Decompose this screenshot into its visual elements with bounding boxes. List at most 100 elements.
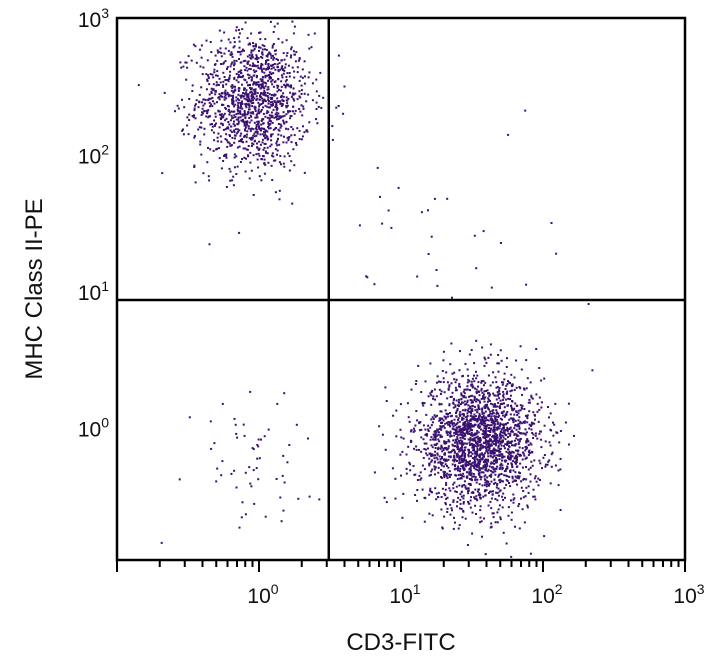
data-point	[137, 84, 140, 87]
data-point	[259, 67, 262, 70]
data-point	[252, 95, 254, 98]
data-point	[280, 134, 283, 137]
data-point	[257, 123, 260, 126]
data-point	[235, 118, 238, 121]
data-point	[276, 84, 279, 87]
data-point	[288, 136, 291, 138]
data-point	[523, 454, 526, 457]
data-point	[252, 74, 255, 77]
data-point	[298, 90, 301, 93]
data-point	[508, 458, 511, 461]
data-point	[256, 74, 258, 77]
data-point	[470, 491, 473, 494]
data-point	[310, 46, 313, 49]
data-point	[498, 450, 501, 453]
data-point	[490, 286, 493, 289]
data-point	[232, 96, 235, 99]
data-point	[271, 46, 274, 49]
data-point	[181, 129, 184, 132]
data-point	[477, 406, 480, 409]
data-point	[473, 234, 476, 237]
data-point	[486, 476, 489, 479]
data-point	[464, 396, 467, 399]
data-point	[287, 64, 290, 67]
data-point	[221, 124, 224, 127]
data-point	[504, 496, 506, 499]
data-point	[488, 492, 490, 494]
data-point	[296, 71, 299, 74]
data-point	[209, 123, 212, 126]
data-point	[521, 508, 524, 511]
data-point	[217, 84, 220, 86]
data-point	[263, 89, 266, 92]
data-point	[322, 96, 325, 99]
data-point	[517, 430, 520, 433]
data-point	[525, 486, 528, 489]
data-point	[489, 454, 492, 457]
data-point	[455, 415, 458, 418]
data-point	[444, 471, 446, 474]
data-point	[194, 103, 197, 106]
data-point	[456, 446, 459, 449]
data-point	[289, 56, 292, 59]
data-point	[477, 399, 480, 402]
data-point	[433, 438, 436, 441]
data-point	[505, 459, 508, 462]
data-point	[496, 405, 499, 408]
data-point	[466, 401, 469, 403]
data-point	[451, 459, 454, 462]
data-point	[490, 427, 492, 430]
data-point	[441, 457, 443, 460]
data-point	[263, 146, 266, 149]
data-point	[519, 404, 522, 407]
data-point	[490, 421, 493, 424]
data-point	[399, 428, 402, 431]
data-point	[247, 84, 249, 87]
data-point	[273, 56, 276, 59]
data-point	[188, 119, 191, 121]
data-point	[484, 553, 487, 556]
data-point	[524, 457, 527, 460]
data-point	[522, 490, 525, 492]
data-point	[260, 56, 263, 58]
data-point	[472, 461, 475, 464]
data-point	[297, 497, 300, 500]
data-point	[476, 449, 479, 452]
data-point	[244, 513, 247, 516]
data-point	[256, 457, 259, 460]
data-point	[331, 138, 334, 141]
data-point	[530, 423, 533, 426]
data-point	[261, 78, 264, 81]
data-point	[233, 114, 236, 117]
data-point	[553, 423, 556, 426]
data-point	[437, 461, 440, 464]
data-point	[454, 521, 456, 524]
data-point	[273, 63, 276, 65]
data-point	[248, 108, 251, 111]
data-point	[288, 169, 291, 172]
data-point	[440, 463, 443, 465]
data-point	[526, 415, 529, 418]
data-point	[520, 480, 523, 483]
data-point	[412, 465, 415, 467]
data-point	[506, 466, 509, 469]
data-point	[227, 95, 230, 98]
data-point	[483, 517, 485, 520]
data-point	[285, 75, 288, 78]
data-point	[555, 431, 558, 434]
data-point	[477, 390, 480, 393]
data-point	[298, 129, 301, 132]
data-point	[498, 504, 501, 507]
data-point	[496, 521, 499, 524]
data-point	[523, 521, 526, 524]
data-point	[280, 94, 283, 97]
data-point	[260, 103, 263, 105]
data-point	[191, 84, 194, 87]
data-point	[202, 172, 205, 175]
x-tick-label: 100	[247, 581, 278, 608]
data-point	[466, 385, 469, 388]
data-point	[239, 111, 242, 114]
data-point	[549, 482, 552, 485]
data-point	[430, 424, 433, 427]
data-point	[476, 435, 479, 438]
